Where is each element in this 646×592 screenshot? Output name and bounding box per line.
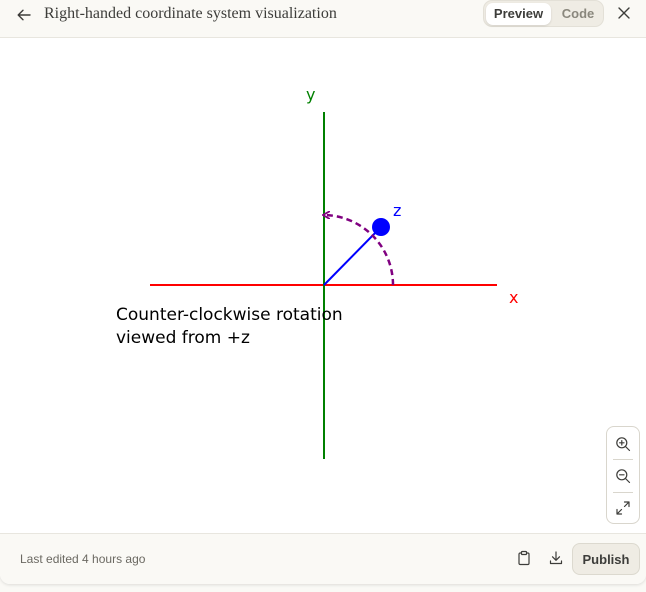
rotation-arc xyxy=(324,215,395,286)
arrow-left-icon xyxy=(17,9,31,21)
download-button[interactable] xyxy=(545,547,567,569)
close-button[interactable] xyxy=(614,3,634,23)
back-button[interactable] xyxy=(13,4,35,26)
publish-button[interactable]: Publish xyxy=(572,543,640,575)
artifact-header: Right-handed coordinate system visualiza… xyxy=(0,0,646,38)
fullscreen-button[interactable] xyxy=(607,492,639,524)
zoom-out-button[interactable] xyxy=(607,460,639,492)
zoom-in-icon xyxy=(616,437,631,452)
close-icon xyxy=(618,7,630,19)
tab-preview[interactable]: Preview xyxy=(486,3,551,25)
z-axis xyxy=(323,226,382,286)
artifact-footer: Last edited 4 hours ago Publish xyxy=(0,533,646,584)
download-icon xyxy=(549,551,563,565)
x-axis-label: x xyxy=(509,288,518,307)
zoom-divider xyxy=(613,492,633,493)
tab-code[interactable]: Code xyxy=(561,6,595,21)
rotation-caption-line2: viewed from +z xyxy=(116,328,250,348)
last-edited-status: Last edited 4 hours ago xyxy=(20,552,146,566)
view-toggle: Preview Code xyxy=(483,0,604,27)
artifact-title: Right-handed coordinate system visualiza… xyxy=(44,5,337,22)
z-axis-label: z xyxy=(393,201,401,220)
zoom-controls xyxy=(606,426,640,524)
clipboard-icon xyxy=(518,550,530,566)
fullscreen-icon xyxy=(616,501,630,515)
coordinate-diagram: x y z Counter-clockwise rotation viewed … xyxy=(116,85,518,459)
copy-button[interactable] xyxy=(513,547,535,569)
rotation-caption-line1: Counter-clockwise rotation xyxy=(116,305,343,325)
z-axis-point xyxy=(372,218,390,236)
zoom-out-icon xyxy=(616,469,631,484)
y-axis-label: y xyxy=(306,85,315,104)
zoom-divider xyxy=(613,459,633,460)
zoom-in-button[interactable] xyxy=(607,428,639,460)
